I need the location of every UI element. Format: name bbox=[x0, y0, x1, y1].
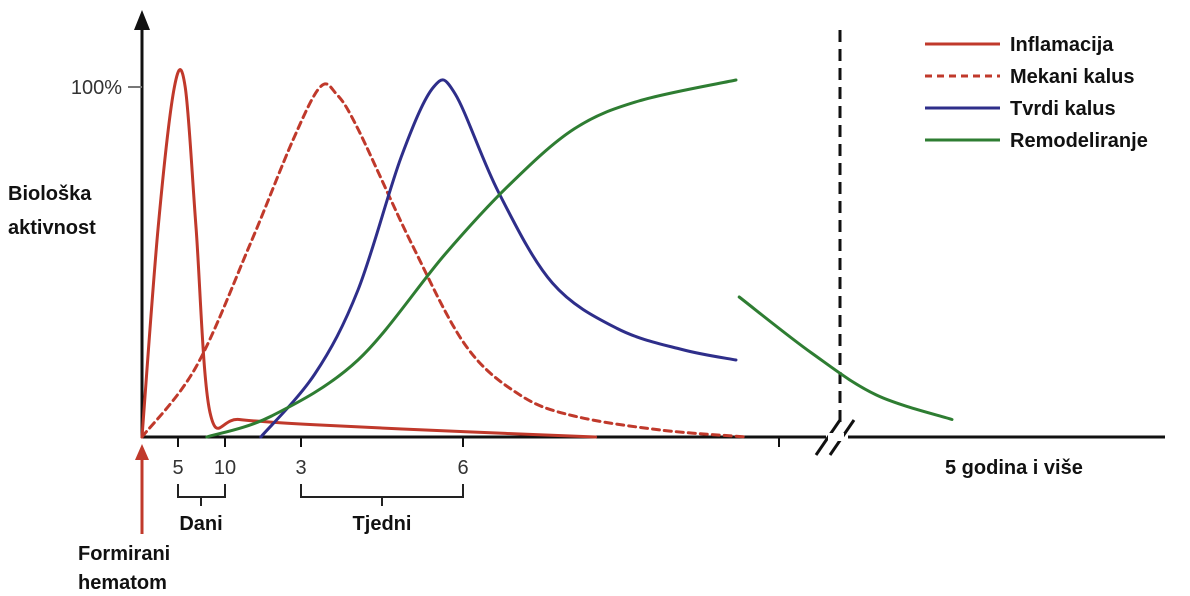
y-tick-label-100: 100% bbox=[71, 77, 122, 99]
start-marker-arrow-icon bbox=[135, 444, 149, 460]
y-axis-label-line-2: aktivnost bbox=[8, 217, 96, 239]
bracket-weeks bbox=[300, 484, 464, 498]
series-line-inflamacija bbox=[140, 68, 598, 439]
axis-break-gap bbox=[828, 433, 844, 441]
bracket-days-label: Dani bbox=[179, 513, 222, 535]
bracket-days bbox=[177, 484, 226, 498]
series-line-remodeliranje-part-1 bbox=[205, 78, 738, 439]
x-end-label: 5 godina i više bbox=[945, 457, 1083, 479]
series-line-remodeliranje-part-2 bbox=[737, 295, 954, 421]
legend-label-inflamacija: Inflamacija bbox=[1010, 34, 1114, 56]
series-line-mekani-kalus bbox=[140, 82, 749, 439]
series-group bbox=[140, 68, 954, 439]
x-tick-label-10: 10 bbox=[214, 457, 236, 479]
legend-label-remodeliranje: Remodeliranje bbox=[1010, 130, 1148, 152]
x-tick-label-6: 6 bbox=[457, 457, 468, 479]
legend-label-tvrdi-kalus: Tvrdi kalus bbox=[1010, 98, 1116, 120]
x-tick-label-3: 3 bbox=[295, 457, 306, 479]
y-axis-arrow-icon bbox=[134, 10, 150, 30]
series-line-tvrdi-kalus bbox=[259, 78, 738, 439]
legend: Inflamacija Mekani kalus Tvrdi kalus Rem… bbox=[925, 34, 1148, 152]
y-axis-label-line-1: Biološka bbox=[8, 183, 92, 205]
start-marker-label-line-2: hematom bbox=[78, 572, 167, 594]
legend-label-mekani-kalus: Mekani kalus bbox=[1010, 66, 1135, 88]
x-tick-label-5: 5 bbox=[172, 457, 183, 479]
start-marker-label-line-1: Formirani bbox=[78, 543, 170, 565]
bracket-weeks-label: Tjedni bbox=[353, 513, 412, 535]
